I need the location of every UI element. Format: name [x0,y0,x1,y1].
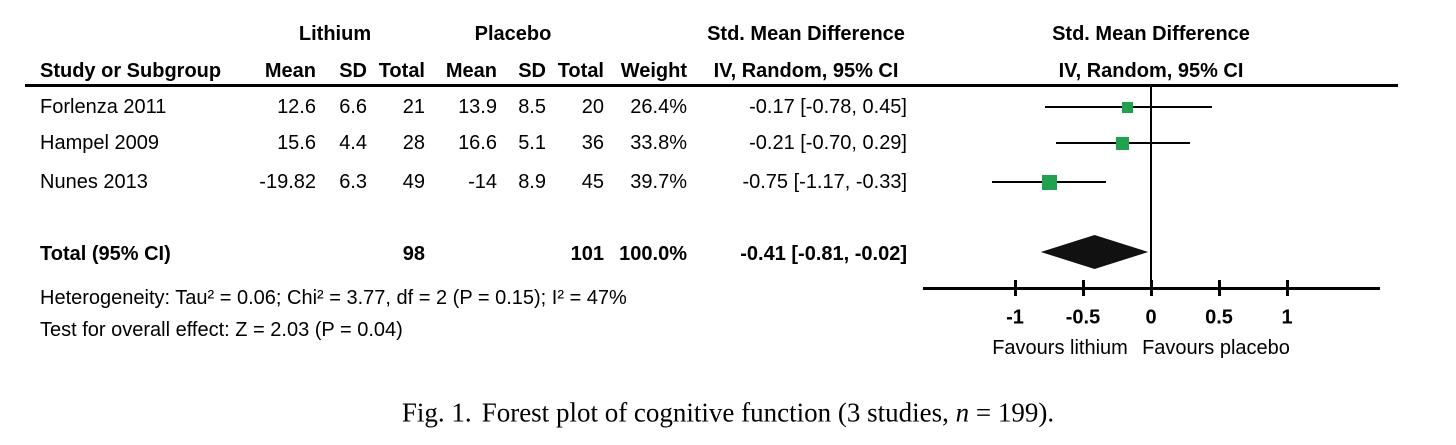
study-total1: 21 [402,96,425,118]
col-header-total-placebo: Total [557,60,604,82]
total-n-placebo: 101 [570,243,604,265]
col-header-sd-placebo: SD [518,60,546,82]
study-ci-text: -0.75 [-1.17, -0.33] [742,171,907,193]
x-axis-label-left: Favours lithium [992,337,1128,359]
col-header-sd-lithium: SD [339,60,367,82]
study-sd2: 5.1 [518,132,546,154]
effect-marker [1115,136,1129,150]
caption-figure-label: Fig. 1. [401,397,472,428]
effect-marker [1122,101,1134,113]
axis-tick [1285,280,1289,296]
col-header-weight: Weight [620,60,687,82]
axis-tick-label: 0.5 [1205,306,1233,329]
smd-text-header-line1: Std. Mean Difference [707,23,905,45]
study-label: Hampel 2009 [40,132,159,154]
study-weight: 33.8% [630,132,687,154]
figure-caption: Fig. 1. Forest plot of cognitive function… [402,398,1054,429]
total-n-lithium: 98 [402,243,425,265]
study-mean2: -14 [468,171,497,193]
x-axis-label-right: Favours placebo [1142,337,1290,359]
study-sd1: 6.3 [339,171,367,193]
group-header-lithium: Lithium [298,23,372,45]
smd-text-header-line2: IV, Random, 95% CI [713,60,899,82]
study-ci-text: -0.17 [-0.78, 0.45] [749,96,907,118]
smd-plot-header-line1: Std. Mean Difference [1052,23,1250,45]
axis-tick-label: -1 [1006,306,1024,329]
study-sd1: 4.4 [339,132,367,154]
study-mean2: 13.9 [458,96,497,118]
study-total2: 36 [581,132,604,154]
axis-tick-label: 1 [1281,306,1293,329]
caption-text-after-n: = 199). [969,397,1055,428]
study-mean2: 16.6 [458,132,497,154]
axis-tick-label: -0.5 [1065,306,1101,329]
study-label: Forlenza 2011 [40,96,167,118]
smd-plot-header-line2: IV, Random, 95% CI [1058,60,1244,82]
caption-text-before-n: Forest plot of cognitive function (3 stu… [481,397,956,428]
study-total1: 28 [402,132,425,154]
col-header-study: Study or Subgroup [40,60,222,82]
study-sd2: 8.9 [518,171,546,193]
study-sd1: 6.6 [339,96,367,118]
col-header-mean-lithium: Mean [264,60,316,82]
axis-tick [1013,280,1017,296]
study-sd2: 8.5 [518,96,546,118]
group-header-placebo: Placebo [474,23,552,45]
caption-n-symbol: n [955,397,970,428]
axis-tick [1081,280,1085,296]
col-header-total-lithium: Total [378,60,425,82]
effect-marker [1041,174,1057,190]
study-ci-text: -0.21 [-0.70, 0.29] [749,132,907,154]
study-mean1: -19.82 [259,171,316,193]
overall-effect-text: Test for overall effect: Z = 2.03 (P = 0… [40,319,403,341]
study-mean1: 12.6 [277,96,316,118]
study-weight: 26.4% [630,96,687,118]
study-total2: 45 [581,171,604,193]
axis-tick [1217,280,1221,296]
total-label: Total (95% CI) [40,243,171,265]
heterogeneity-text: Heterogeneity: Tau² = 0.06; Chi² = 3.77,… [40,287,627,309]
study-weight: 39.7% [630,171,687,193]
study-total1: 49 [402,171,425,193]
axis-tick [1149,280,1153,296]
study-label: Nunes 2013 [40,171,148,193]
total-ci-text: -0.41 [-0.81, -0.02] [740,243,907,265]
axis-tick-label: 0 [1145,306,1157,329]
col-header-mean-placebo: Mean [445,60,497,82]
study-mean1: 15.6 [277,132,316,154]
pooled-diamond [1040,235,1149,269]
zero-reference-line [1150,87,1152,296]
header-separator-line [25,84,1398,87]
total-weight: 100.0% [619,243,687,265]
study-total2: 20 [581,96,604,118]
